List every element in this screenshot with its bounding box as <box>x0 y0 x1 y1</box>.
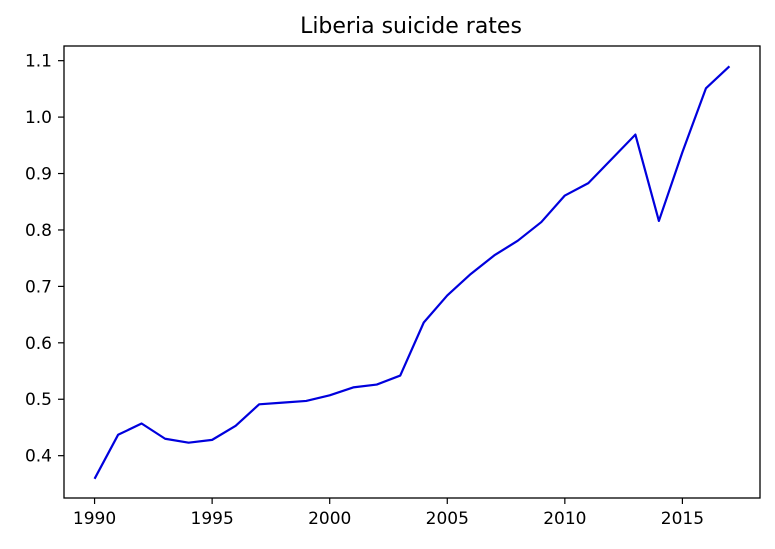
y-tick-label: 0.8 <box>25 221 52 241</box>
x-tick-label: 1995 <box>191 509 234 529</box>
y-tick-label: 0.5 <box>25 390 52 410</box>
x-tick-label: 2010 <box>543 509 586 529</box>
series-layer <box>93 65 731 480</box>
y-tick-label: 1.1 <box>25 52 52 72</box>
axes-layer: 1990 1995 2000 2005 2010 2015 0.4 0.5 0.6 0.7 0.8 0… <box>25 45 761 529</box>
x-tick-label: 2005 <box>426 509 469 529</box>
y-tick-label: 0.6 <box>25 334 52 354</box>
plot-frame <box>63 45 761 499</box>
x-tick-label: 1990 <box>73 509 116 529</box>
chart-title: Liberia suicide rates <box>300 14 522 39</box>
y-tick-label: 0.9 <box>25 165 52 185</box>
x-tick-label: 2015 <box>661 509 704 529</box>
y-tick-label: 1.0 <box>25 108 52 128</box>
x-tick-label: 2000 <box>308 509 351 529</box>
y-tick-label: 0.4 <box>25 447 52 467</box>
y-tick-label: 0.7 <box>25 277 52 297</box>
series-line-liberia <box>93 65 731 480</box>
